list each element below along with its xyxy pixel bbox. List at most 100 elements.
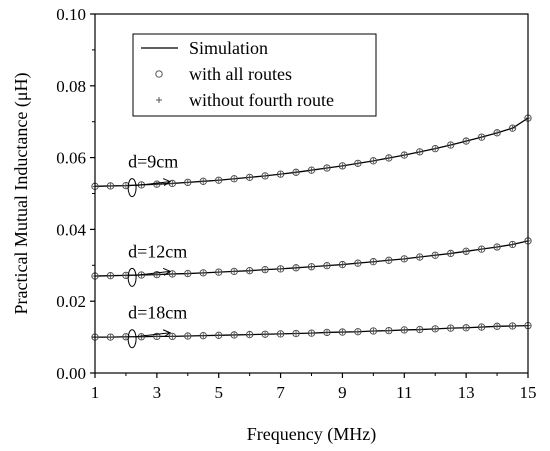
data-point-without-fourth-route (401, 152, 407, 158)
annotation-label: d=12cm (128, 241, 187, 261)
data-point-all-routes (431, 251, 439, 259)
y-tick-label: 0.02 (56, 292, 86, 311)
data-point-all-routes (385, 256, 393, 264)
data-point-without-fourth-route (370, 158, 376, 164)
data-point-without-fourth-route (278, 171, 284, 177)
data-point-all-routes (400, 255, 408, 263)
x-tick-label: 9 (338, 383, 347, 402)
data-point-all-routes (338, 260, 347, 269)
data-point-all-routes (261, 172, 269, 180)
data-point-without-fourth-route (107, 334, 113, 340)
legend-label: with all routes (189, 64, 292, 84)
data-point-without-fourth-route (448, 142, 454, 148)
data-point-without-fourth-route (154, 181, 160, 187)
data-point-all-routes (369, 157, 378, 165)
data-point-without-fourth-route (417, 149, 423, 155)
data-point-all-routes (199, 269, 207, 277)
series-layer (91, 114, 532, 341)
data-point-without-fourth-route (231, 268, 237, 274)
data-point-all-routes (323, 164, 331, 172)
data-point-all-routes (122, 333, 130, 341)
data-point-without-fourth-route (494, 323, 500, 329)
data-point-without-fourth-route (510, 323, 516, 329)
data-point-all-routes (447, 141, 455, 149)
annotation-ellipse (127, 267, 137, 287)
data-point-all-routes (168, 270, 176, 278)
data-point-without-fourth-route (463, 138, 469, 144)
legend-entry-2: with all routes (155, 64, 292, 84)
annotation-arrow-head (162, 329, 172, 338)
data-point-without-fourth-route (432, 326, 438, 332)
data-point-all-routes (338, 162, 347, 170)
x-tick-label: 1 (91, 383, 100, 402)
data-point-without-fourth-route (262, 267, 268, 273)
data-point-all-routes (292, 329, 300, 338)
data-point-all-routes (462, 247, 470, 255)
data-point-all-routes (245, 267, 254, 275)
data-point-without-fourth-route (169, 180, 175, 186)
data-point-without-fourth-route (401, 327, 407, 333)
data-point-without-fourth-route (138, 334, 144, 340)
annotation-3: d=18cm (127, 303, 187, 349)
legend-label: Simulation (189, 38, 268, 58)
data-point-without-fourth-route (370, 328, 376, 334)
data-point-without-fourth-route (123, 272, 129, 278)
data-point-without-fourth-route (216, 177, 222, 183)
data-point-without-fourth-route (339, 262, 345, 268)
data-point-all-routes (508, 124, 517, 132)
data-point-all-routes (122, 181, 130, 190)
data-point-without-fourth-route (494, 244, 500, 250)
data-point-without-fourth-route (355, 260, 361, 266)
data-point-without-fourth-route (185, 271, 191, 277)
data-point-all-routes (184, 178, 192, 187)
x-tick-label: 13 (458, 383, 475, 402)
data-point-without-fourth-route (386, 328, 392, 334)
annotation-arrow-head (162, 267, 172, 276)
y-tick-label: 0.00 (56, 364, 86, 383)
data-point-without-fourth-route (309, 264, 314, 270)
data-point-all-routes (369, 327, 378, 335)
legend-circle-swatch (155, 70, 163, 78)
data-point-without-fourth-route (247, 332, 253, 338)
data-point-all-routes (215, 268, 223, 276)
annotation-2: d=12cm (127, 241, 187, 287)
x-tick-label: 5 (214, 383, 223, 402)
legend-entry-3: without fourth route (156, 90, 334, 110)
data-point-without-fourth-route (494, 130, 500, 136)
data-point-all-routes (168, 179, 176, 188)
y-tick-label: 0.10 (56, 5, 86, 24)
data-point-all-routes (416, 253, 424, 261)
data-point-without-fourth-route (107, 273, 113, 279)
data-point-all-routes (215, 331, 223, 339)
data-point-all-routes (230, 267, 238, 276)
data-point-without-fourth-route (479, 134, 485, 140)
data-point-without-fourth-route (309, 167, 314, 173)
data-point-without-fourth-route (448, 325, 454, 331)
data-point-all-routes (153, 270, 161, 279)
data-point-without-fourth-route (200, 270, 206, 276)
data-point-without-fourth-route (293, 265, 299, 271)
series-3 (91, 321, 532, 341)
data-point-all-routes (447, 249, 455, 258)
data-point-all-routes (462, 324, 470, 332)
data-point-all-routes (199, 177, 207, 185)
data-point-all-routes (276, 265, 285, 273)
data-point-without-fourth-route (339, 329, 345, 335)
data-point-all-routes (168, 332, 176, 341)
data-point-all-routes (307, 166, 316, 174)
data-point-all-routes (338, 328, 347, 336)
data-point-without-fourth-route (355, 160, 361, 166)
data-point-without-fourth-route (479, 246, 485, 252)
data-point-all-routes (385, 154, 393, 162)
data-point-without-fourth-route (278, 331, 284, 337)
data-point-without-fourth-route (169, 271, 175, 277)
x-tick-label: 15 (520, 383, 537, 402)
data-point-all-routes (477, 133, 486, 141)
series-2 (91, 237, 532, 280)
data-point-all-routes (508, 240, 517, 249)
data-point-without-fourth-route (510, 241, 516, 247)
data-point-without-fourth-route (510, 125, 516, 131)
x-tick-label: 7 (276, 383, 285, 402)
legend-label: without fourth route (189, 90, 334, 110)
